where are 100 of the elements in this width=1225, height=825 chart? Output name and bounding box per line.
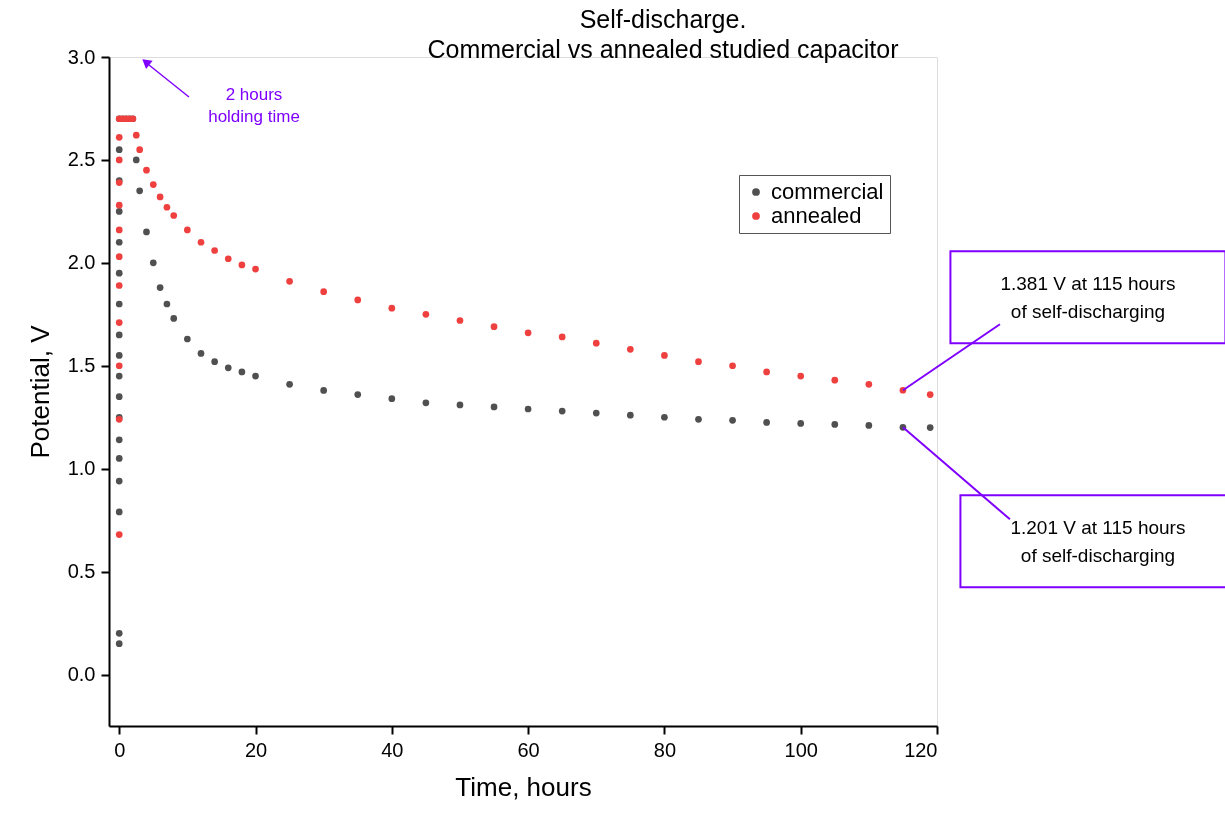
point [115, 331, 123, 339]
point [163, 300, 171, 308]
point [354, 391, 362, 398]
point [797, 372, 805, 380]
annotation: 2 hours holding time [208, 85, 300, 126]
point [763, 368, 770, 376]
point [115, 508, 123, 516]
point [490, 403, 498, 411]
x-tick-label: 20 [244, 738, 268, 761]
point [156, 193, 164, 201]
point [115, 300, 123, 308]
point [695, 415, 702, 423]
point [149, 181, 157, 188]
point [592, 339, 600, 347]
point [252, 372, 259, 380]
legend-label: commercial [771, 179, 884, 204]
x-tick-label: 120 [904, 738, 938, 761]
point [115, 455, 123, 462]
point [115, 208, 123, 215]
point [115, 201, 123, 209]
x-tick-label: 80 [653, 738, 677, 761]
point [238, 368, 246, 376]
point [163, 203, 171, 211]
point [115, 238, 123, 246]
x-tick-label: 100 [784, 738, 818, 761]
point [197, 238, 205, 246]
point [797, 420, 805, 427]
point [184, 226, 191, 234]
point [211, 247, 218, 254]
point [456, 317, 464, 324]
point [729, 362, 736, 370]
chart-title: Self-discharge. Commercial vs annealed studied capacitor [427, 5, 899, 63]
point [115, 156, 123, 164]
point [320, 387, 328, 394]
point [115, 393, 123, 400]
point [558, 407, 566, 415]
point [170, 315, 178, 322]
point [729, 416, 736, 424]
point [865, 422, 873, 429]
point [286, 380, 293, 388]
point [211, 358, 218, 365]
x-axis-title: Time, hours [455, 771, 592, 802]
point [388, 395, 396, 403]
point [132, 131, 140, 139]
annotation: 1.201 V at 115 hours of self-discharging [1010, 517, 1186, 567]
point [831, 421, 839, 428]
point [320, 288, 328, 296]
point [354, 296, 362, 304]
annotation: 1.381 V at 115 hours of self-discharging [1000, 273, 1176, 323]
point [115, 362, 123, 370]
point [524, 405, 532, 413]
point [252, 265, 259, 273]
point [224, 364, 232, 372]
point [695, 358, 702, 365]
x-tick-label: 40 [381, 738, 404, 761]
point [115, 146, 123, 153]
y-tick-label: 0.5 [67, 560, 96, 583]
point [115, 436, 123, 444]
y-tick-label: 1.5 [67, 354, 96, 377]
point [831, 376, 839, 384]
point [115, 226, 123, 234]
point [661, 413, 668, 421]
point [115, 269, 123, 277]
point [197, 350, 205, 357]
y-tick-label: 1.0 [67, 457, 96, 480]
y-axis-title: Potential, V [24, 324, 55, 459]
point [136, 187, 144, 195]
point [661, 352, 668, 359]
point [143, 228, 150, 236]
point [115, 640, 123, 648]
point [626, 345, 634, 353]
y-tick-label: 2.0 [67, 251, 96, 274]
point [286, 278, 293, 285]
point [115, 282, 123, 289]
point [763, 419, 770, 426]
x-tick-label: 60 [517, 738, 540, 761]
point [143, 166, 150, 174]
legend-label: annealed [771, 203, 862, 228]
point [115, 133, 123, 141]
point [156, 284, 164, 291]
point [865, 380, 873, 388]
point [115, 477, 123, 485]
point [115, 253, 123, 261]
point [115, 372, 123, 380]
point [422, 399, 430, 407]
point [388, 304, 396, 312]
point [626, 411, 634, 419]
y-tick-label: 3.0 [67, 45, 96, 68]
point [115, 531, 123, 538]
point [238, 261, 246, 269]
point [422, 310, 430, 318]
point [170, 212, 178, 219]
point [115, 352, 123, 359]
point [558, 333, 566, 341]
point [115, 630, 123, 637]
point [184, 335, 191, 343]
point [524, 329, 532, 337]
point [490, 323, 498, 331]
point [926, 424, 934, 431]
y-tick-label: 2.5 [67, 148, 96, 171]
